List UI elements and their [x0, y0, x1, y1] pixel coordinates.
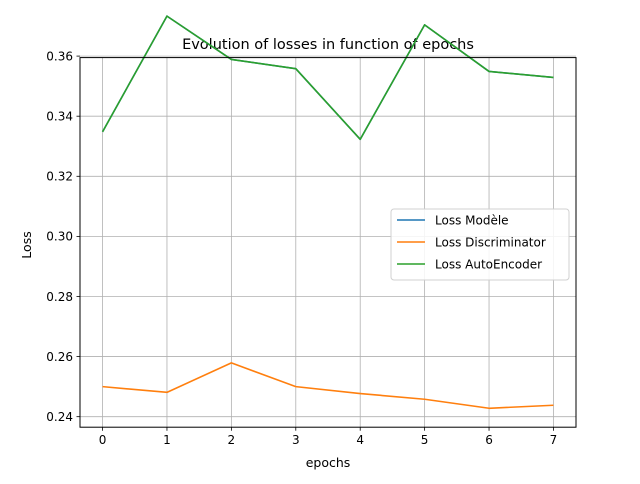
y-tick-label: 0.28: [46, 290, 73, 304]
x-tick-label: 7: [550, 433, 558, 447]
y-tick-label: 0.26: [46, 350, 73, 364]
series-line-1: [102, 362, 554, 410]
legend: Loss Modèle Loss Discriminator Loss AutoEn…: [390, 208, 570, 281]
chart-title: Evolution of losses in function of epoch…: [182, 37, 474, 53]
plot-area-frame: [79, 57, 577, 428]
grid: [80, 55, 576, 428]
y-tick-label: 0.24: [46, 410, 73, 424]
legend-label: Loss Discriminator: [435, 235, 546, 249]
x-tick-label: 2: [228, 433, 236, 447]
x-tick-label: 3: [292, 433, 300, 447]
x-tick-label: 6: [485, 433, 493, 447]
legend-label: Loss AutoEncoder: [435, 257, 542, 271]
x-tick-label: 1: [163, 433, 171, 447]
axis-ticks: 0 1 2 3 4 5 6 7 0.24 0.26 0.28 0.30 0.32 0.34 0.36: [46, 49, 557, 447]
y-tick-label: 0.36: [46, 49, 73, 63]
legend-box: [390, 208, 570, 281]
x-tick-label: 0: [99, 433, 107, 447]
x-tick-label: 4: [356, 433, 364, 447]
series-line-2: [101, 15, 554, 141]
y-tick-label: 0.32: [46, 170, 73, 184]
x-tick-label: 5: [421, 433, 429, 447]
x-axis-label: epochs: [306, 455, 351, 470]
y-tick-label: 0.30: [46, 230, 73, 244]
y-axis-label: Loss: [19, 231, 34, 258]
series-lines: [101, 15, 554, 410]
y-tick-label: 0.34: [46, 109, 73, 123]
legend-label: Loss Modèle: [435, 213, 509, 227]
